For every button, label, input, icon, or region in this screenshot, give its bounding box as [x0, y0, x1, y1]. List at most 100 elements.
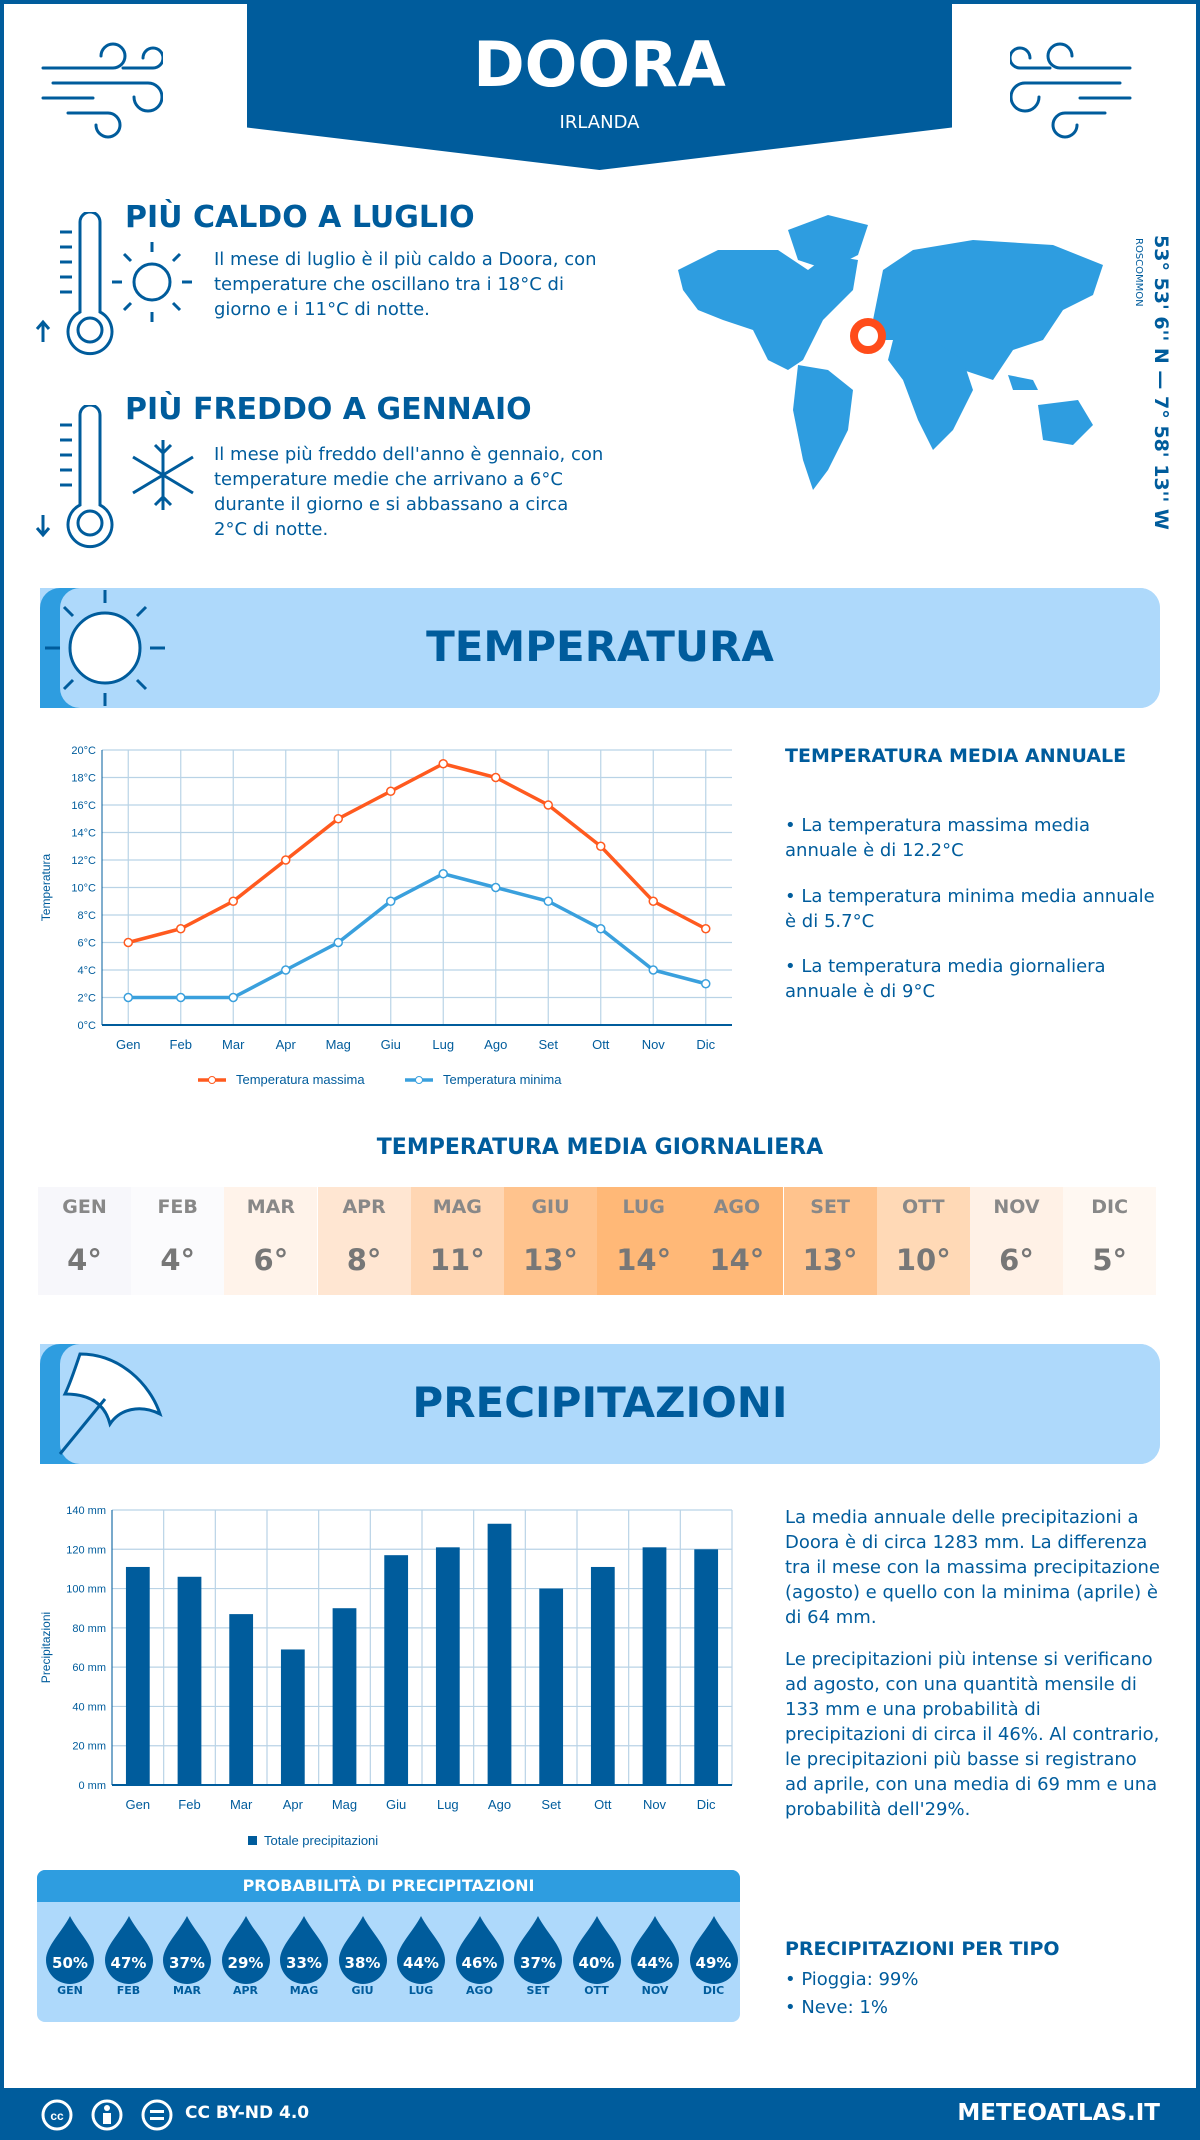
probability-drop: 44% NOV: [627, 1914, 683, 2004]
month-label: GIU: [531, 1196, 570, 1218]
probability-value: 29%: [227, 1954, 264, 1972]
temp-value: 4°: [160, 1243, 196, 1277]
y-axis-label: Precipitazioni: [39, 1612, 53, 1683]
y-tick-label: 100 mm: [66, 1584, 106, 1596]
bar: [694, 1549, 719, 1785]
data-point: [491, 772, 501, 783]
thermometer-sun-icon: [35, 212, 192, 356]
country-label: IRLANDA: [559, 112, 640, 133]
cc-license-icons: cc: [41, 2099, 173, 2131]
month-label: MAG: [289, 1984, 319, 1997]
bar: [229, 1614, 254, 1785]
daily-temp-cell: MAG 11°: [410, 1187, 504, 1295]
month-label: OTT: [584, 1984, 609, 1997]
month-label: APR: [232, 1984, 259, 1997]
coordinates-label: 53° 53' 6'' N — 7° 58' 13'' W: [1150, 235, 1172, 530]
x-tick-label: Ago: [484, 1037, 507, 1052]
site-link[interactable]: METEOATLAS.IT: [957, 2100, 1160, 2126]
daily-temp-cell: SET 13°: [783, 1187, 877, 1295]
probability-drop: 47% FEB: [101, 1914, 157, 2004]
y-tick-label: 140 mm: [66, 1505, 106, 1517]
x-tick-label: Feb: [170, 1037, 192, 1052]
probability-drop: 46% AGO: [452, 1914, 508, 2004]
precip-probability-title: PROBABILITÀ DI PRECIPITAZIONI: [37, 1870, 740, 1902]
month-label: NOV: [993, 1196, 1040, 1218]
bar: [590, 1566, 615, 1785]
raindrop-icon: [514, 1916, 562, 1984]
probability-value: 47%: [110, 1954, 147, 1972]
data-point: [333, 814, 343, 824]
y-tick-label: 4°C: [78, 965, 97, 977]
y-tick-label: 8°C: [78, 910, 97, 922]
legend-marker: [208, 1076, 216, 1084]
data-point: [438, 869, 448, 879]
warmest-title: PIÙ CALDO A LUGLIO: [125, 200, 475, 235]
daily-temp-cell: LUG 14°: [597, 1187, 691, 1295]
month-label: FEB: [157, 1196, 198, 1218]
temp-value: 10°: [895, 1243, 951, 1277]
data-point: [123, 937, 133, 948]
x-tick-label: Apr: [283, 1797, 304, 1812]
series-line-max: [127, 761, 707, 945]
daily-temp-cell: MAR 6°: [224, 1187, 318, 1295]
raindrop-icon: [631, 1916, 679, 1984]
probability-drop: 44% LUG: [393, 1914, 449, 2004]
month-label: LUG: [408, 1984, 434, 1997]
month-label: OTT: [902, 1196, 945, 1218]
probability-drop: 38% GIU: [335, 1914, 391, 2004]
temp-value: 8°: [346, 1243, 382, 1277]
month-label: MAR: [246, 1196, 296, 1218]
series-line-min: [128, 871, 707, 1000]
y-tick-label: 14°C: [71, 828, 96, 840]
temperature-title: TEMPERATURA: [426, 622, 774, 671]
x-tick-label: Mag: [326, 1037, 351, 1052]
probability-value: 50%: [52, 1954, 88, 1972]
x-tick-label: Gen: [116, 1037, 141, 1052]
legend-swatch: [248, 1836, 257, 1845]
region-label: ROSCOMMON: [1133, 238, 1144, 307]
coldest-text: Il mese più freddo dell'anno è gennaio, …: [214, 444, 604, 540]
temp-value: 5°: [1092, 1243, 1128, 1277]
temp-value: 13°: [523, 1243, 578, 1277]
umbrella-rain-icon: [58, 1352, 163, 1455]
sun-icon: [45, 590, 165, 706]
legend-label: Temperatura minima: [443, 1072, 562, 1087]
probability-drop: 37% MAR: [159, 1914, 215, 2004]
probability-drop: 40% OTT: [569, 1914, 625, 2004]
raindrop-icon: [104, 1916, 153, 1984]
legend-label: Totale precipitazioni: [264, 1833, 378, 1848]
bar: [125, 1566, 150, 1785]
y-axis-label: Temperatura: [39, 853, 53, 921]
legend-marker: [415, 1076, 423, 1084]
data-point: [543, 800, 553, 810]
world-map: [678, 215, 1103, 490]
x-tick-label: Dic: [697, 1797, 716, 1812]
y-tick-label: 6°C: [78, 938, 97, 950]
temperature-banner: TEMPERATURA: [40, 588, 1160, 708]
page-title: DOORA: [473, 28, 726, 101]
bar: [280, 1649, 305, 1785]
probability-drop: 29% APR: [218, 1914, 274, 2004]
data-point: [281, 855, 291, 865]
month-label: SET: [810, 1196, 850, 1218]
raindrop-icon: [338, 1916, 387, 1984]
data-point: [701, 924, 711, 934]
x-tick-label: Mag: [332, 1797, 357, 1812]
data-point: [228, 992, 238, 1003]
temp-value: 14°: [709, 1243, 765, 1277]
wind-icon: [41, 42, 163, 139]
daily-temp-cell: GEN 4°: [38, 1187, 131, 1295]
month-label: LUG: [622, 1196, 665, 1218]
y-tick-label: 40 mm: [72, 1701, 106, 1713]
x-tick-label: Ago: [488, 1797, 511, 1812]
bar: [487, 1523, 512, 1785]
x-tick-label: Lug: [432, 1037, 454, 1052]
probability-value: 49%: [695, 1954, 732, 1972]
bar: [642, 1547, 667, 1785]
raindrop-icon: [163, 1916, 211, 1984]
raindrop-icon: [689, 1916, 738, 1984]
y-tick-label: 80 mm: [72, 1623, 106, 1635]
data-point: [386, 896, 396, 906]
x-tick-label: Set: [538, 1037, 558, 1052]
x-tick-label: Lug: [437, 1797, 459, 1812]
